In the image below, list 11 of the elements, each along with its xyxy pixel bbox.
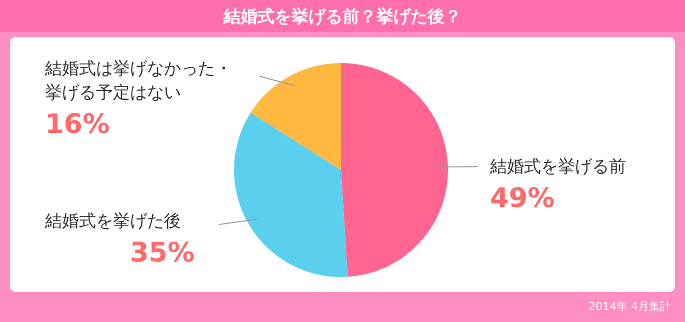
data-label: 49% bbox=[490, 182, 555, 214]
slice-label: 結婚式は挙げなかった・挙げる予定はない bbox=[44, 58, 232, 103]
pie-slice bbox=[341, 63, 448, 277]
data-label: 16% bbox=[45, 108, 110, 140]
chart-title: 結婚式を挙げる前？挙げた後？ bbox=[222, 7, 462, 27]
pie-slice bbox=[250, 63, 341, 170]
slice-label: 結婚式を挙げた後 bbox=[44, 212, 181, 232]
pie-slice bbox=[234, 112, 348, 277]
slice-label: 結婚式を挙げる前 bbox=[489, 156, 626, 177]
data-label: 35% bbox=[130, 238, 195, 269]
text: 2014年 4月集計 bbox=[588, 300, 671, 313]
